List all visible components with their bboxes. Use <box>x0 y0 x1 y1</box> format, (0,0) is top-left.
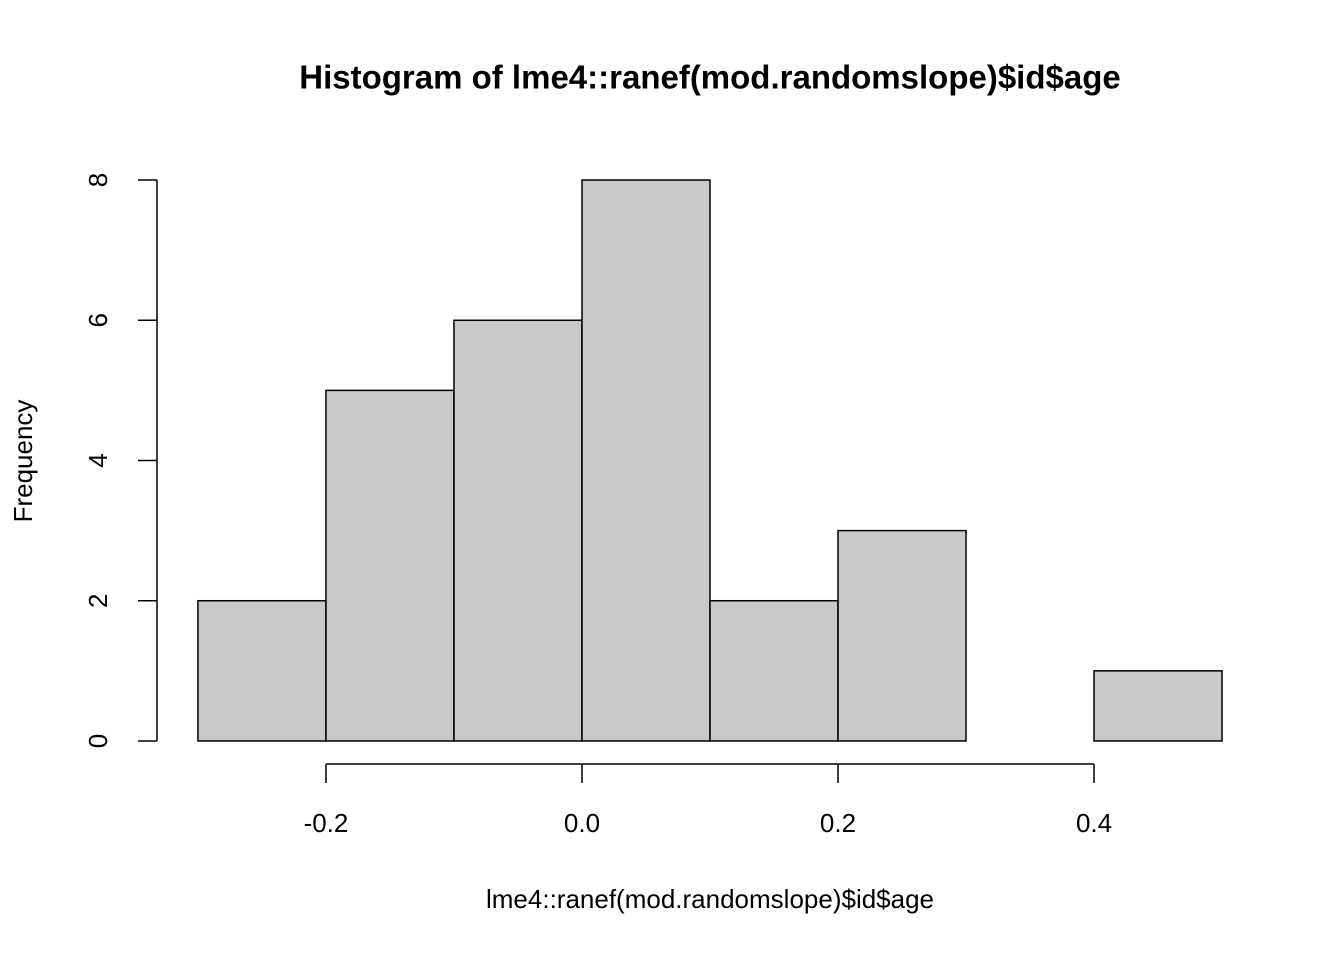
x-tick-label: 0.0 <box>564 808 600 838</box>
y-tick-label: 2 <box>83 593 113 607</box>
y-tick-label: 6 <box>83 313 113 327</box>
bar <box>581 179 711 742</box>
x-tick-label: -0.2 <box>304 808 349 838</box>
y-tick-label: 8 <box>83 173 113 187</box>
y-tick-label: 0 <box>83 734 113 748</box>
bar <box>325 389 455 742</box>
bar <box>453 319 583 742</box>
bar <box>1093 670 1223 742</box>
bar <box>837 529 967 742</box>
x-tick-label: 0.2 <box>820 808 856 838</box>
x-tick-label: 0.4 <box>1076 808 1112 838</box>
bar <box>709 599 839 742</box>
y-tick-label: 4 <box>83 453 113 467</box>
y-axis-label: Frequency <box>8 400 38 523</box>
chart-title: Histogram of lme4::ranef(mod.randomslope… <box>299 59 1120 96</box>
bar <box>197 599 327 742</box>
x-axis-label: lme4::ranef(mod.randomslope)$id$age <box>486 884 934 914</box>
